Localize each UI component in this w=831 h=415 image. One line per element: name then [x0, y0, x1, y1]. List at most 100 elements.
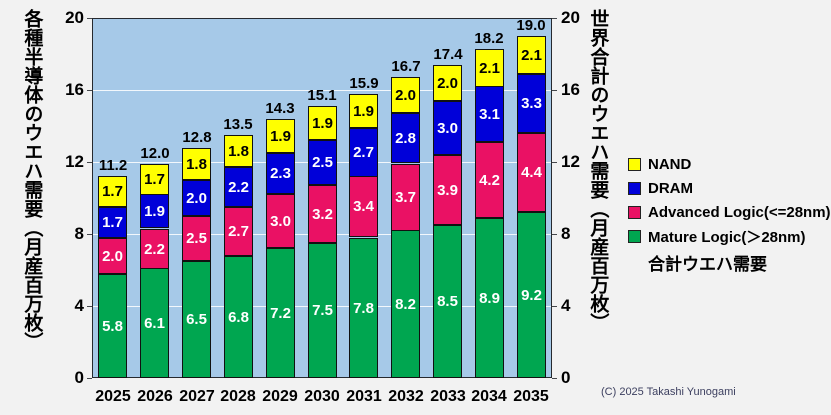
y-axis-label-left: 12 — [65, 152, 84, 171]
y-axis-tick — [552, 90, 557, 91]
x-axis-label: 2029 — [262, 388, 298, 405]
bar-segment: 2.1 — [517, 36, 546, 74]
x-axis-label: 2031 — [346, 388, 382, 405]
y-axis-tick — [552, 162, 557, 163]
bar-segment: 6.1 — [140, 268, 169, 378]
bar-segment: 1.9 — [140, 194, 169, 228]
bar-segment: 8.5 — [433, 225, 462, 378]
x-axis-label: 2035 — [513, 388, 549, 405]
y-axis-label-right: 4 — [561, 296, 571, 315]
bar-total-label: 11.2 — [98, 157, 128, 174]
y-axis-label-right: 20 — [561, 8, 580, 27]
left-axis-title: 各種半導体のウエハ需要（月産百万枚） — [21, 9, 43, 351]
x-axis-label: 2025 — [95, 388, 131, 405]
y-axis-tick — [552, 18, 557, 19]
bar-segment: 3.0 — [266, 194, 295, 248]
bar-segment: 1.7 — [98, 207, 127, 238]
nand-swatch-icon — [628, 157, 641, 171]
bar-segment: 8.2 — [391, 230, 420, 378]
bar-segment: 2.0 — [391, 77, 420, 113]
y-axis-tick — [87, 90, 92, 91]
bar-segment: 3.3 — [517, 74, 546, 133]
bar-segment: 1.7 — [140, 164, 169, 195]
bar-segment: 2.3 — [266, 153, 295, 194]
advanced-logic-swatch-icon — [628, 205, 641, 219]
legend-item-dram: DRAM — [628, 176, 831, 200]
y-axis-label-left: 0 — [74, 368, 84, 387]
x-axis-label: 2034 — [471, 388, 507, 405]
y-axis-tick — [552, 378, 557, 379]
legend-total-label: 合計ウエハ需要 — [648, 255, 767, 274]
y-axis-tick — [552, 234, 557, 235]
legend-label: NAND — [648, 155, 692, 173]
right-axis-title: 世界合計のウエハ需要（月産百万枚） — [587, 9, 609, 332]
legend-label: DRAM — [648, 179, 693, 197]
bar-total-label: 16.7 — [391, 58, 421, 75]
legend: NAND DRAM Advanced Logic(<=28nm) Mature … — [628, 152, 831, 275]
legend-item-nand: NAND — [628, 152, 831, 176]
legend-label: Advanced Logic(<=28nm) — [648, 203, 831, 221]
bar-total-label: 17.4 — [433, 46, 463, 63]
bar-total-label: 13.5 — [223, 116, 253, 133]
y-axis-label-right: 0 — [561, 368, 571, 387]
x-axis-label: 2026 — [137, 388, 173, 405]
bar-segment: 3.7 — [391, 164, 420, 231]
bar-segment: 1.7 — [98, 176, 127, 207]
bar-total-label: 19.0 — [516, 17, 546, 34]
legend-item-advanced-logic: Advanced Logic(<=28nm) — [628, 200, 831, 224]
bar-segment: 3.1 — [475, 86, 504, 142]
bar-segment: 4.2 — [475, 142, 504, 218]
bar-segment: 7.2 — [266, 248, 295, 378]
bar-segment: 7.8 — [349, 238, 378, 378]
dram-swatch-icon — [628, 181, 641, 195]
bar-segment: 2.0 — [433, 65, 462, 101]
y-axis-tick — [552, 306, 557, 307]
gridline — [93, 90, 551, 91]
bar-segment: 3.0 — [433, 101, 462, 155]
bar-segment: 2.8 — [391, 113, 420, 163]
legend-item-mature-logic: Mature Logic(＞28nm) — [628, 224, 831, 248]
y-axis-tick — [87, 18, 92, 19]
bar-segment: 1.9 — [266, 119, 295, 153]
y-axis-tick — [87, 234, 92, 235]
y-axis-tick — [87, 162, 92, 163]
bar-segment: 4.4 — [517, 133, 546, 212]
bar-segment: 2.5 — [308, 140, 337, 185]
bar-segment: 1.8 — [224, 135, 253, 167]
bar-total-label: 14.3 — [265, 100, 295, 117]
bar-total-label: 15.1 — [307, 87, 337, 104]
y-axis-label-left: 4 — [74, 296, 84, 315]
y-axis-tick — [87, 306, 92, 307]
bar-segment: 2.5 — [182, 216, 211, 261]
bar-segment: 2.2 — [140, 229, 169, 269]
bar-total-label: 12.0 — [140, 145, 170, 162]
bar-segment: 3.2 — [308, 185, 337, 243]
bar-segment: 6.5 — [182, 261, 211, 378]
bar-segment: 1.9 — [308, 106, 337, 140]
x-axis-label: 2033 — [430, 388, 466, 405]
y-axis-label-right: 8 — [561, 224, 571, 243]
bar-segment: 2.2 — [224, 167, 253, 207]
y-axis-label-left: 8 — [74, 224, 84, 243]
x-axis-label: 2030 — [304, 388, 340, 405]
x-axis-label: 2032 — [388, 388, 424, 405]
bar-segment: 7.5 — [308, 243, 337, 378]
y-axis-tick — [87, 378, 92, 379]
bar-segment: 5.8 — [98, 274, 127, 378]
bar-total-label: 15.9 — [349, 75, 379, 92]
bar-segment: 2.7 — [349, 128, 378, 177]
legend-label: Mature Logic(＞28nm) — [648, 228, 806, 246]
bar-segment: 1.8 — [182, 148, 211, 180]
bar-segment: 6.8 — [224, 256, 253, 378]
bar-segment: 2.1 — [475, 49, 504, 87]
x-axis-label: 2028 — [220, 388, 256, 405]
bar-segment: 2.7 — [224, 207, 253, 256]
bar-segment: 9.2 — [517, 212, 546, 378]
bar-segment: 8.9 — [475, 218, 504, 378]
y-axis-label-left: 20 — [65, 8, 84, 27]
bar-total-label: 12.8 — [182, 129, 212, 146]
y-axis-label-left: 16 — [65, 80, 84, 99]
bar-segment: 2.0 — [182, 180, 211, 216]
copyright-text: (C) 2025 Takashi Yunogami — [601, 386, 736, 398]
